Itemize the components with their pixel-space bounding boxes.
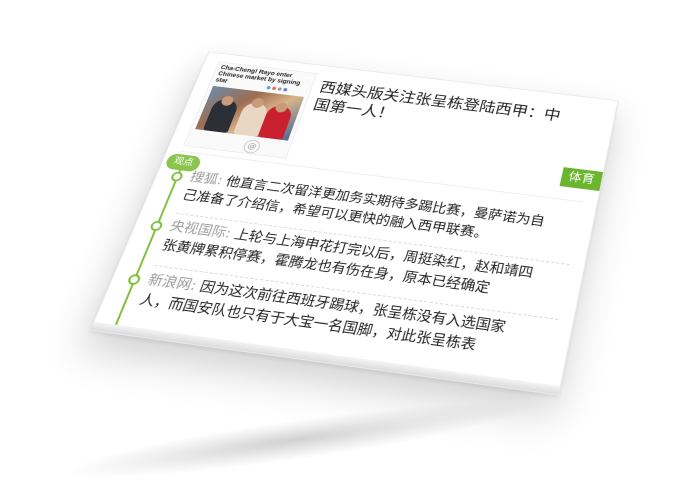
timeline-dot xyxy=(148,220,164,232)
share-icon[interactable] xyxy=(277,87,283,91)
category-tag[interactable]: 体育 xyxy=(559,167,604,192)
share-icon[interactable] xyxy=(271,86,277,91)
timeline-dot xyxy=(169,171,185,183)
article-thumbnail[interactable]: Cha-Cheng! Rayo enter Chinese market by … xyxy=(183,61,318,159)
viewpoint-source: 央视国际: xyxy=(167,219,234,242)
timeline-dot xyxy=(126,273,142,286)
viewpoint-source: 新浪网: xyxy=(145,272,199,295)
thumbnail-photo xyxy=(195,85,304,141)
share-icon[interactable] xyxy=(266,85,272,90)
article-title[interactable]: 西媒头版关注张呈栋登陆西甲：中国第一人！ xyxy=(310,79,563,125)
card-shadow xyxy=(59,387,531,493)
at-icon: @ xyxy=(241,138,262,155)
news-card[interactable]: Cha-Cheng! Rayo enter Chinese market by … xyxy=(89,51,619,396)
